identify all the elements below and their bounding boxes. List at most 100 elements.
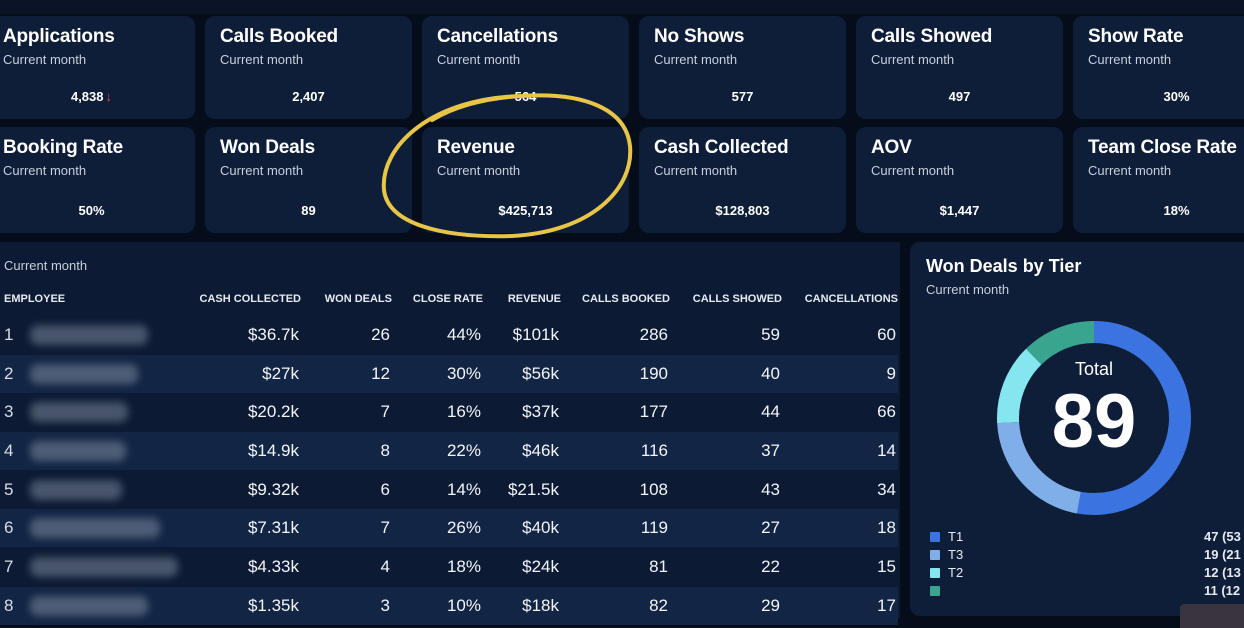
- header-revenue[interactable]: REVENUE: [507, 293, 561, 305]
- kpi-title: AOV: [871, 137, 912, 158]
- kpi-card-revenue[interactable]: Revenue Current month $425,713: [422, 127, 629, 233]
- kpi-title: No Shows: [654, 26, 745, 47]
- kpi-title: Calls Showed: [871, 26, 993, 47]
- kpi-card-booking-rate[interactable]: Booking Rate Current month 50%: [0, 127, 195, 233]
- legend-swatch: [930, 568, 940, 578]
- kpi-card-calls-showed[interactable]: Calls Showed Current month 497: [856, 16, 1063, 119]
- kpi-title: Show Rate: [1088, 26, 1184, 47]
- cancellations-cell: 66: [877, 402, 896, 421]
- kpi-card-won-deals[interactable]: Won Deals Current month 89: [205, 127, 412, 233]
- legend-value: 11 (12: [1204, 583, 1241, 598]
- kpi-card-team-close-rate[interactable]: Team Close Rate Current month 18%: [1073, 127, 1244, 233]
- employee-name-redacted: [30, 596, 148, 616]
- legend-item-t3[interactable]: T3: [930, 547, 963, 562]
- donut-center-value: 89: [1052, 379, 1137, 464]
- won-deals-cell: 12: [371, 364, 390, 383]
- header-calls-showed[interactable]: CALLS SHOWED: [692, 293, 782, 305]
- won-deals-cell: 7: [380, 402, 390, 421]
- donut-center-label: Total: [1075, 359, 1113, 379]
- kpi-subtitle: Current month: [220, 52, 304, 67]
- kpi-subtitle: Current month: [1088, 163, 1172, 178]
- cancellations-cell: 34: [877, 480, 896, 499]
- calls-showed-cell: 59: [761, 325, 780, 344]
- highlight-circle-annotation: [381, 93, 633, 239]
- employee-name-redacted: [30, 480, 122, 500]
- kpi-card-applications[interactable]: Applications Current month 4,838 ↓: [0, 16, 195, 119]
- top-strip: [0, 0, 1244, 14]
- legend-label: T3: [948, 547, 964, 562]
- legend-item-t2[interactable]: T2: [930, 565, 963, 580]
- kpi-subtitle: Current month: [437, 163, 521, 178]
- kpi-card-no-shows[interactable]: No Shows Current month 577: [639, 16, 846, 119]
- won-deals-cell: 6: [380, 480, 390, 499]
- kpi-title: Booking Rate: [3, 137, 124, 158]
- won-deals-cell: 7: [380, 518, 390, 537]
- header-close-rate[interactable]: CLOSE RATE: [412, 293, 483, 305]
- row-index: 8: [4, 596, 14, 615]
- kpi-subtitle: Current month: [220, 163, 304, 178]
- legend-value: 47 (53: [1204, 529, 1241, 544]
- kpi-title: Cancellations: [437, 26, 558, 47]
- revenue-cell: $24k: [522, 557, 559, 576]
- kpi-card-calls-booked[interactable]: Calls Booked Current month 2,407: [205, 16, 412, 119]
- row-index: 7: [4, 557, 14, 576]
- kpi-value: 50%: [78, 203, 105, 218]
- header-won-deals[interactable]: WON DEALS: [324, 293, 392, 305]
- header-cash-collected[interactable]: CASH COLLECTED: [199, 293, 301, 305]
- kpi-title: Team Close Rate: [1088, 137, 1237, 158]
- table-row[interactable]: 3 $20.2k 7 16% $37k 177 44 66: [0, 393, 898, 431]
- row-index: 4: [4, 441, 14, 460]
- table-row[interactable]: 2 $27k 12 30% $56k 190 40 9: [0, 355, 898, 393]
- kpi-card-cancellations[interactable]: Cancellations Current month 564: [422, 16, 629, 119]
- close-rate-cell: 26%: [446, 518, 481, 537]
- close-rate-cell: 14%: [446, 480, 481, 499]
- corner-tab: [1180, 604, 1244, 628]
- donut-slice-t2[interactable]: [997, 348, 1042, 424]
- table-row[interactable]: 8 $1.35k 3 10% $18k 82 29 17: [0, 587, 898, 625]
- employee-name-redacted: [30, 557, 178, 577]
- cancellations-cell: 14: [877, 441, 896, 460]
- table-row[interactable]: 7 $4.33k 4 18% $24k 81 22 15: [0, 548, 898, 586]
- close-rate-cell: 22%: [446, 441, 481, 460]
- calls-showed-cell: 44: [761, 402, 780, 421]
- cash-collected-cell: $14.9k: [247, 441, 299, 460]
- donut-slice-other[interactable]: [1026, 321, 1095, 365]
- won-deals-cell: 4: [380, 557, 390, 576]
- employee-name-redacted: [30, 518, 160, 538]
- donut-slice-t3[interactable]: [997, 421, 1082, 514]
- table-row[interactable]: 1 $36.7k 26 44% $101k 286 59 60: [0, 316, 898, 354]
- table-row[interactable]: 4 $14.9k 8 22% $46k 116 37 14: [0, 432, 898, 470]
- calls-showed-cell: 37: [761, 441, 780, 460]
- kpi-value: $128,803: [715, 203, 770, 218]
- legend-value: 19 (21: [1204, 547, 1241, 562]
- calls-booked-cell: 108: [639, 480, 668, 499]
- table-row[interactable]: 5 $9.32k 6 14% $21.5k 108 43 34: [0, 471, 898, 509]
- calls-showed-cell: 43: [761, 480, 780, 499]
- header-cancellations[interactable]: CANCELLATIONS: [804, 293, 898, 305]
- header-calls-booked[interactable]: CALLS BOOKED: [582, 293, 670, 305]
- calls-showed-cell: 29: [761, 596, 780, 615]
- kpi-title: Calls Booked: [220, 26, 338, 47]
- table-row[interactable]: 6 $7.31k 7 26% $40k 119 27 18: [0, 509, 898, 547]
- revenue-cell: $46k: [522, 441, 559, 460]
- cash-collected-cell: $20.2k: [247, 402, 299, 421]
- kpi-card-show-rate[interactable]: Show Rate Current month 30%: [1073, 16, 1244, 119]
- donut-slice-t1[interactable]: [1076, 321, 1191, 515]
- close-rate-cell: 44%: [446, 325, 481, 344]
- cash-collected-cell: $27k: [262, 364, 299, 383]
- header-employee[interactable]: EMPLOYEE: [4, 293, 66, 305]
- legend-item-t1[interactable]: T1: [930, 529, 963, 544]
- revenue-cell: $40k: [522, 518, 559, 537]
- kpi-card-aov[interactable]: AOV Current month $1,447: [856, 127, 1063, 233]
- legend-item-other[interactable]: [930, 583, 948, 598]
- won-deals-cell: 8: [380, 441, 390, 460]
- legend-swatch: [930, 586, 940, 596]
- revenue-cell: $37k: [522, 402, 559, 421]
- kpi-card-cash-collected[interactable]: Cash Collected Current month $128,803: [639, 127, 846, 233]
- kpi-subtitle: Current month: [1088, 52, 1172, 67]
- legend-label: T2: [948, 565, 964, 580]
- kpi-title: Cash Collected: [654, 137, 789, 158]
- cash-collected-cell: $4.33k: [247, 557, 299, 576]
- won-deals-cell: 26: [371, 325, 390, 344]
- donut-title: Won Deals by Tier: [926, 256, 1082, 276]
